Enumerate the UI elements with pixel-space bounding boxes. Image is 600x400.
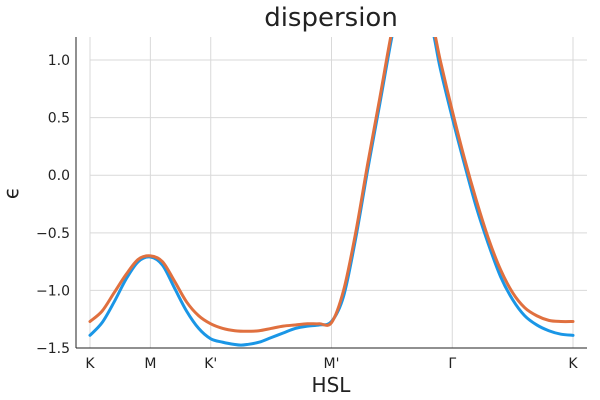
axes <box>75 37 587 349</box>
y-tick-label: −0.5 <box>36 226 70 242</box>
x-tick-label: Γ <box>448 356 456 372</box>
y-tick-label: −1.0 <box>36 283 70 299</box>
x-tick-label: K <box>568 356 578 372</box>
y-ticks: 1.0 0.5 0.0 −0.5 −1.0 −1.5 <box>36 53 70 357</box>
y-tick-label: 1.0 <box>48 53 70 69</box>
y-tick-label: 0.5 <box>48 111 70 127</box>
x-tick-label: K' <box>204 356 217 372</box>
x-ticks: K M K' M' Γ K <box>85 356 578 372</box>
x-axis-title: HSL <box>312 373 352 397</box>
series-layer <box>88 37 575 347</box>
y-tick-label: −1.5 <box>36 341 70 357</box>
x-tick-label: K <box>85 356 95 372</box>
x-tick-label: M <box>144 356 156 372</box>
x-tick-label: M' <box>324 356 340 372</box>
chart-title: dispersion <box>264 3 398 33</box>
series-line-2 <box>88 37 575 333</box>
y-tick-label: 0.0 <box>48 168 70 184</box>
y-axis-title: ϵ <box>0 187 23 199</box>
